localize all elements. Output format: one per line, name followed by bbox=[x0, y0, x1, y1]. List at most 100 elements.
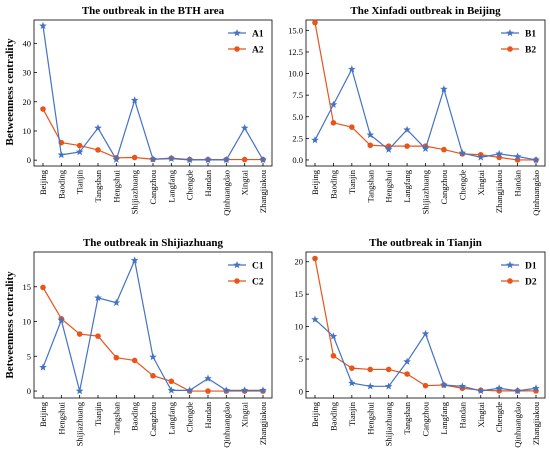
x-tick-label: Xingtai bbox=[476, 401, 486, 427]
point-D2 bbox=[349, 365, 355, 371]
chart-panel-3: The outbreak in Shijiazhuang 0 5 10 15 Beijin… bbox=[4, 237, 273, 448]
x-tick-label: Tianjin bbox=[93, 401, 103, 426]
point-C1 bbox=[57, 316, 66, 324]
point-A1 bbox=[149, 155, 157, 163]
x-tick-label: Tangshan bbox=[93, 169, 103, 202]
point-B1 bbox=[513, 152, 522, 160]
point-B1 bbox=[329, 100, 338, 108]
x-tick-label: Qinhuangdao bbox=[513, 402, 523, 448]
x-tick-label: Langfang bbox=[166, 401, 176, 434]
point-C2 bbox=[168, 378, 175, 385]
x-tick-label: Hengshui bbox=[384, 169, 394, 202]
legend-label: C1 bbox=[252, 262, 264, 272]
x-tick-label: Baoding bbox=[328, 401, 338, 431]
x-tick-label: Zhangjiakou bbox=[258, 169, 268, 213]
point-B1 bbox=[421, 144, 430, 152]
point-D2 bbox=[367, 366, 374, 373]
legend-marker bbox=[506, 29, 514, 37]
point-B2 bbox=[404, 143, 410, 149]
y-tick-label: 10 bbox=[23, 126, 32, 136]
y-tick-label: 40 bbox=[23, 38, 32, 48]
x-tick-label: Handan bbox=[203, 169, 213, 196]
legend-label: D2 bbox=[525, 278, 537, 288]
point-D1 bbox=[384, 382, 393, 390]
y-tick-label: 30 bbox=[23, 68, 32, 78]
y-tick-label: 10.0 bbox=[288, 69, 303, 79]
x-tick-label: Zhangjiakou bbox=[494, 169, 504, 213]
point-D2 bbox=[422, 382, 429, 389]
x-tick-label: Baoding bbox=[130, 401, 140, 431]
x-tick-label: Xingtai bbox=[476, 169, 486, 195]
point-C1 bbox=[167, 386, 176, 394]
x-tick-label: Shijiazhuang bbox=[130, 169, 140, 214]
point-C1 bbox=[149, 352, 157, 361]
point-A1 bbox=[259, 155, 267, 164]
x-tick-label: Handan bbox=[203, 401, 213, 428]
x-tick-label: Cangzhou bbox=[421, 401, 431, 436]
point-D2 bbox=[385, 366, 392, 373]
y-tick-label: 15 bbox=[295, 289, 304, 299]
x-tick-label: Hengshui bbox=[56, 401, 66, 434]
point-D1 bbox=[513, 386, 522, 395]
point-B1 bbox=[366, 130, 375, 139]
point-C2 bbox=[113, 354, 120, 361]
x-tick-label: Shijiazhuang bbox=[75, 401, 85, 446]
point-B1 bbox=[440, 85, 448, 93]
x-tick-label: Zhangjiakou bbox=[258, 401, 268, 445]
y-tick-label: 10 bbox=[23, 317, 32, 327]
point-C1 bbox=[185, 386, 194, 394]
y-tick-label: 0 bbox=[27, 386, 31, 396]
y-axis-label: Betweenness centrality bbox=[4, 38, 16, 146]
x-tick-label: Xingtai bbox=[240, 169, 250, 195]
x-tick-label: Qinhuangdao bbox=[221, 170, 231, 216]
x-tick-label: Tianjin bbox=[347, 169, 357, 194]
chart-title: The outbreak in Shijiazhuang bbox=[83, 237, 224, 249]
x-tick-label: Baoding bbox=[328, 169, 338, 199]
point-A1 bbox=[57, 150, 66, 159]
point-D1 bbox=[403, 357, 411, 365]
x-tick-label: Shijiazhuang bbox=[384, 401, 394, 446]
point-A1 bbox=[167, 154, 176, 162]
x-tick-label: Handan bbox=[457, 401, 467, 428]
point-C1 bbox=[240, 386, 249, 394]
y-tick-label: 15 bbox=[23, 282, 32, 292]
x-tick-label: Cangzhou bbox=[148, 401, 158, 436]
point-C2 bbox=[40, 284, 46, 291]
point-A1 bbox=[112, 155, 121, 163]
point-A2 bbox=[76, 142, 83, 149]
point-A1 bbox=[185, 155, 194, 164]
y-axis-label: Betweenness centrality bbox=[4, 271, 16, 379]
legend-label: A1 bbox=[252, 30, 264, 40]
point-B1 bbox=[403, 125, 411, 133]
point-C1 bbox=[39, 363, 47, 371]
point-A1 bbox=[130, 96, 139, 104]
x-tick-label: Tangshan bbox=[111, 401, 121, 434]
legend-marker bbox=[234, 46, 240, 52]
legend-label: D1 bbox=[525, 262, 537, 272]
point-C1 bbox=[259, 386, 267, 394]
point-B1 bbox=[532, 155, 540, 164]
y-tick-label: 0 bbox=[299, 387, 303, 397]
legend-marker bbox=[506, 261, 514, 269]
y-tick-label: 12.5 bbox=[288, 47, 303, 57]
point-A1 bbox=[204, 155, 212, 164]
x-tick-label: Hengshui bbox=[111, 169, 121, 202]
x-tick-label: Qinhuangdao bbox=[221, 402, 231, 448]
chart-panel-2: The Xinfadi outbreak in Beijing 0.0 2.5 5.0… bbox=[288, 5, 546, 216]
point-B2 bbox=[367, 142, 374, 149]
x-tick-label: Beijing bbox=[310, 169, 320, 195]
legend-marker bbox=[507, 278, 513, 284]
y-tick-label: 10 bbox=[295, 322, 304, 332]
y-tick-label: 15.0 bbox=[288, 25, 303, 35]
point-D1 bbox=[311, 315, 319, 323]
chart-title: The Xinfadi outbreak in Beijing bbox=[350, 5, 501, 17]
point-D1 bbox=[440, 381, 448, 389]
y-tick-label: 5 bbox=[27, 351, 31, 361]
point-C2 bbox=[95, 333, 101, 339]
x-tick-label: Chengde bbox=[457, 170, 467, 200]
point-C2 bbox=[150, 372, 156, 379]
point-A2 bbox=[40, 106, 46, 112]
legend-marker bbox=[234, 278, 240, 284]
legend-marker bbox=[507, 46, 513, 52]
point-C2 bbox=[131, 357, 138, 364]
